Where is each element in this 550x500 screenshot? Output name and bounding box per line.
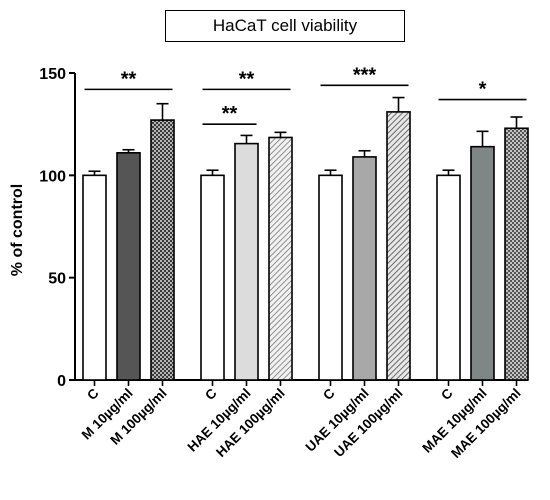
x-tick-label: C	[320, 385, 338, 403]
x-tick-label: C	[84, 385, 102, 403]
significance-label: *	[479, 79, 487, 101]
bars	[82, 111, 529, 381]
bar	[386, 111, 411, 381]
bar	[234, 142, 259, 381]
bar	[82, 174, 107, 381]
y-tick-label: 150	[39, 66, 66, 83]
y-tick-label: 50	[48, 271, 66, 288]
x-tick-label: C	[438, 385, 456, 403]
chart-title: HaCaT cell viability	[165, 10, 405, 42]
significance-label: **	[239, 68, 255, 90]
bar	[352, 156, 377, 381]
bar	[268, 136, 293, 381]
chart-title-text: HaCaT cell viability	[212, 16, 358, 35]
y-tick-label: 0	[57, 373, 66, 390]
bar	[436, 174, 461, 381]
bar	[318, 174, 343, 381]
x-tick-label: C	[202, 385, 220, 403]
error-bars	[88, 96, 523, 176]
significance-label: ***	[353, 64, 377, 86]
bar	[504, 127, 529, 381]
bar	[200, 174, 225, 381]
y-tick-label: 100	[39, 168, 66, 185]
significance-label: **	[121, 68, 137, 90]
significance-annotations: ****** ****	[84, 64, 527, 125]
bar	[116, 152, 141, 381]
significance-label: **	[222, 103, 238, 125]
y-axis-label: % of control	[9, 184, 26, 276]
bar	[150, 119, 175, 381]
bar	[470, 145, 495, 381]
